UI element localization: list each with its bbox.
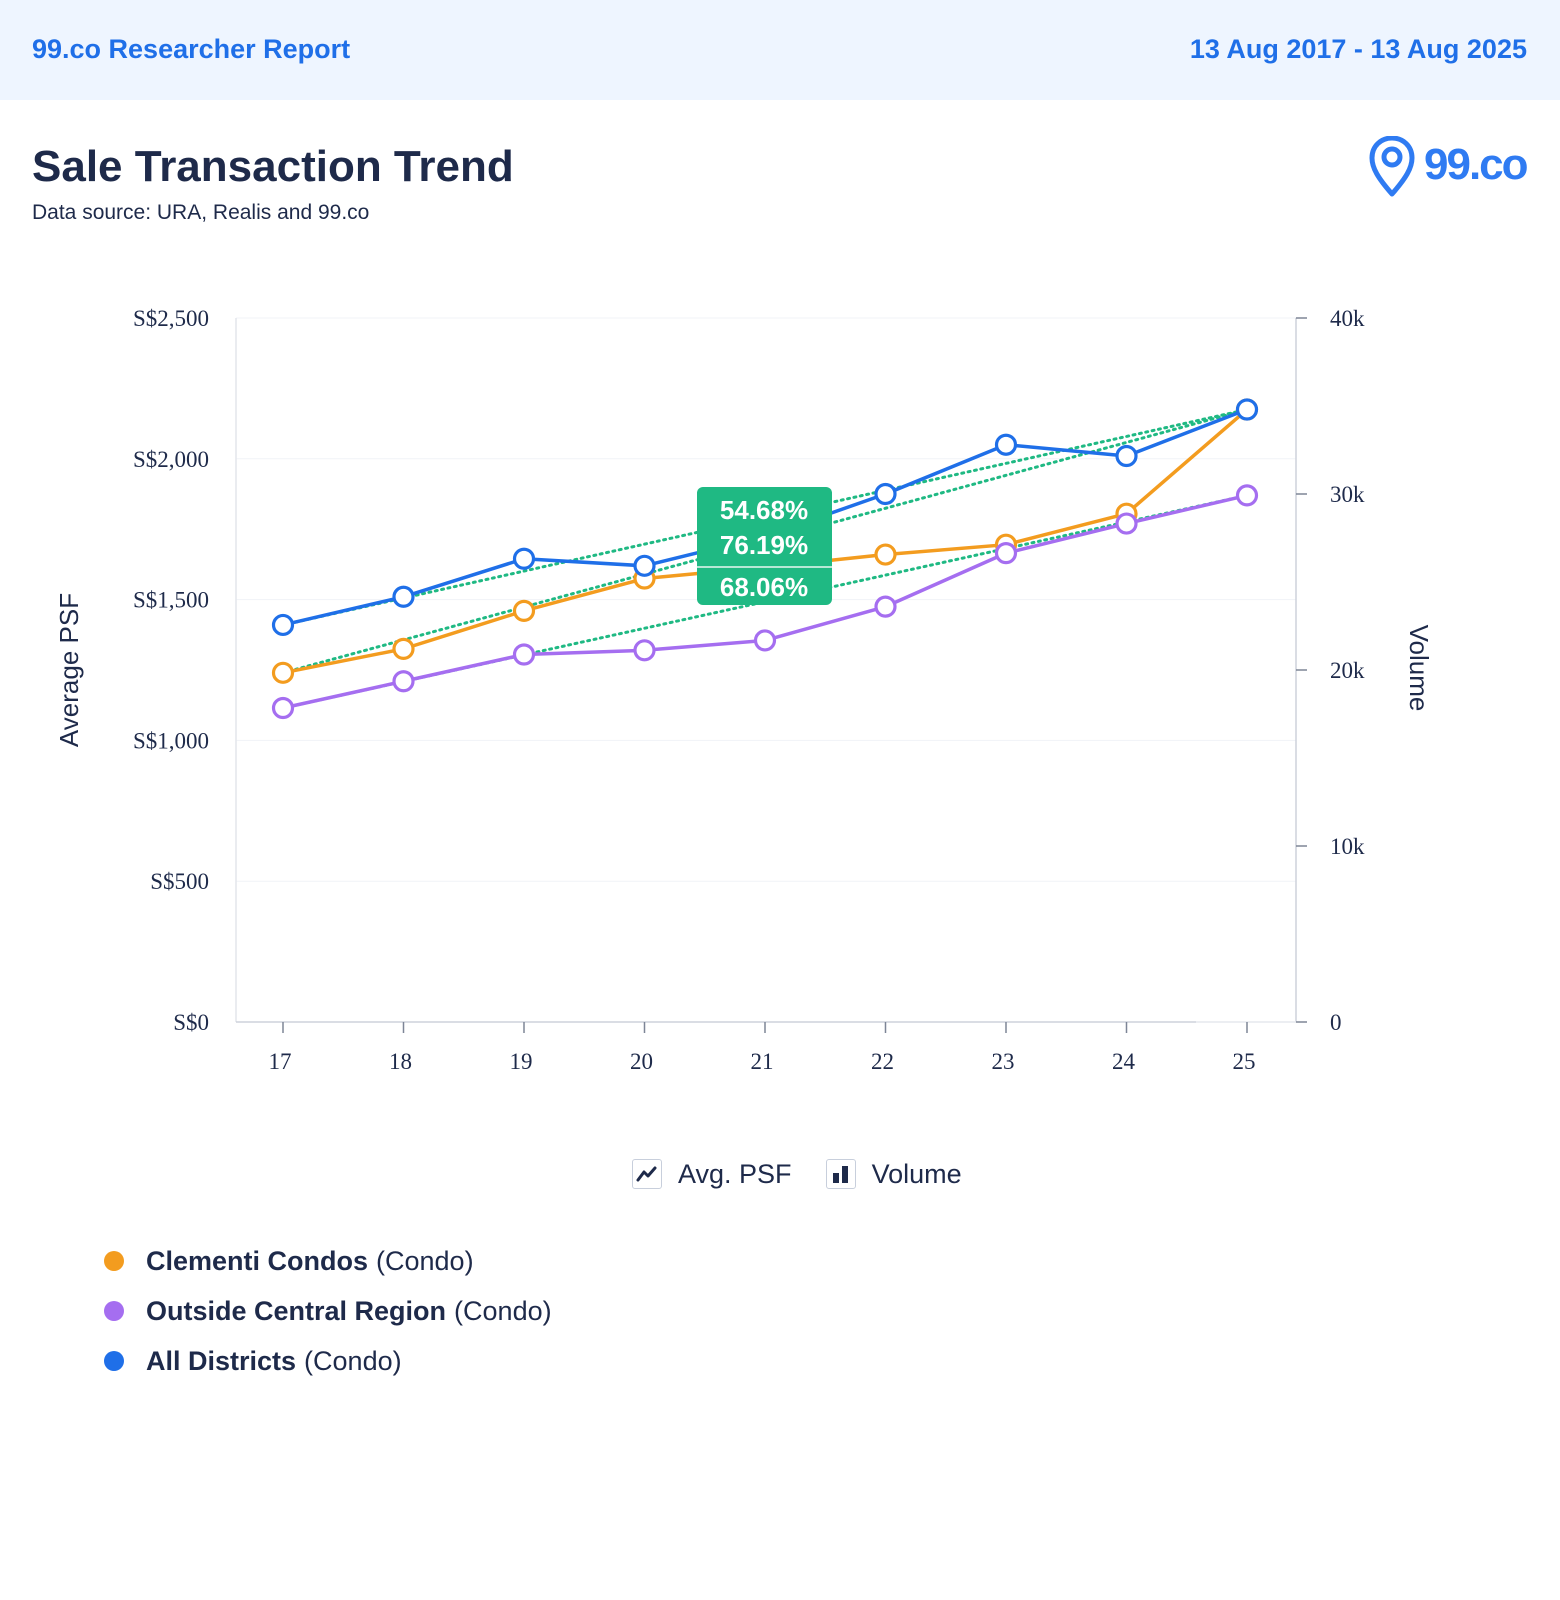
y2-axis-title: Volume xyxy=(1404,625,1434,712)
growth-label: 54.68% xyxy=(720,495,808,525)
data-point xyxy=(633,639,656,662)
x-tick-label: 20 xyxy=(630,1049,653,1074)
bar-chart-icon xyxy=(825,1159,856,1189)
toggle-avg-psf[interactable]: Avg. PSF xyxy=(632,1159,792,1190)
legend-item[interactable]: All Districts (Condo) xyxy=(104,1336,552,1386)
growth-label: 76.19% xyxy=(720,530,808,560)
y-tick-label: S$1,500 xyxy=(133,588,209,613)
data-point xyxy=(271,613,295,637)
data-point xyxy=(271,696,295,720)
growth-label-box xyxy=(697,487,832,605)
data-point xyxy=(271,661,295,684)
toggle-volume-label: Volume xyxy=(871,1158,962,1189)
brand-logo: 99.co xyxy=(1368,135,1529,198)
page-title: Sale Transaction Trend xyxy=(32,142,514,191)
legend-color-dot xyxy=(104,1251,124,1271)
data-point xyxy=(994,433,1018,456)
y-tick-label: S$500 xyxy=(150,869,209,894)
line-chart-icon xyxy=(632,1159,662,1189)
legend-series-type: (Condo) xyxy=(376,1245,474,1276)
x-tick-label: 24 xyxy=(1112,1049,1136,1074)
location-pin-icon xyxy=(1369,135,1415,197)
legend-item[interactable]: Clementi Condos (Condo) xyxy=(104,1236,552,1286)
data-point xyxy=(392,637,415,660)
x-tick-label: 17 xyxy=(269,1049,292,1074)
sale-transaction-chart: S$0 S$500 S$1,000 S$1,500 S$2,000 S$2,500 0 10k… xyxy=(54,306,1434,1074)
legend-series-type: (Condo) xyxy=(454,1295,552,1326)
y-tick-label: S$0 xyxy=(173,1010,209,1035)
y-tick-label: S$2,000 xyxy=(133,447,209,472)
y2-tick-label: 40k xyxy=(1330,306,1365,331)
data-point xyxy=(512,547,536,570)
report-brand: 99.co Researcher Report xyxy=(32,34,351,64)
logo-wordmark: 99.co xyxy=(1424,140,1529,189)
series-legend: Clementi Condos (Condo) Outside Central … xyxy=(104,1236,552,1386)
y2-tick-label: 30k xyxy=(1330,482,1365,507)
data-point xyxy=(1115,512,1138,535)
data-point xyxy=(874,595,897,618)
data-point xyxy=(1235,398,1259,421)
report-header-bar: 99.co Researcher Report 13 Aug 2017 - 13… xyxy=(0,0,1560,100)
x-tick-label: 18 xyxy=(389,1049,412,1074)
legend-color-dot xyxy=(104,1301,124,1321)
data-point xyxy=(874,482,897,506)
y-tick-label: S$2,500 xyxy=(133,306,209,331)
data-point xyxy=(994,542,1018,565)
data-point xyxy=(512,599,536,622)
toggle-volume[interactable]: Volume xyxy=(825,1158,962,1190)
y-tick-label: S$1,000 xyxy=(133,728,209,753)
growth-labels: 54.68% 76.19% 68.06% xyxy=(697,487,832,605)
x-tick-label: 23 xyxy=(992,1049,1015,1074)
legend-series-name: All Districts xyxy=(146,1345,297,1376)
report-date-range: 13 Aug 2017 - 13 Aug 2025 xyxy=(1189,34,1527,64)
legend-series-name: Outside Central Region xyxy=(146,1295,447,1326)
y2-tick-label: 0 xyxy=(1330,1010,1342,1035)
data-point xyxy=(392,670,415,693)
legend-series-type: (Condo) xyxy=(304,1345,402,1376)
data-point xyxy=(633,554,656,577)
legend-item[interactable]: Outside Central Region (Condo) xyxy=(104,1286,552,1336)
legend-series-name: Clementi Condos xyxy=(146,1245,369,1276)
y-axis-title: Average PSF xyxy=(54,593,84,747)
x-tick-label: 19 xyxy=(510,1049,533,1074)
legend-color-dot xyxy=(104,1351,124,1371)
data-point xyxy=(1115,444,1138,468)
y2-tick-label: 20k xyxy=(1330,658,1365,683)
x-tick-label: 25 xyxy=(1233,1049,1256,1074)
data-point xyxy=(874,543,897,566)
toggle-avg-psf-label: Avg. PSF xyxy=(678,1158,792,1189)
chart-toggle-group: Avg. PSF Volume xyxy=(632,1156,996,1192)
data-point xyxy=(512,643,536,666)
data-source-note: Data source: URA, Realis and 99.co xyxy=(32,201,370,224)
data-point xyxy=(1235,484,1259,507)
growth-label: 68.06% xyxy=(720,572,808,602)
data-point xyxy=(753,629,777,652)
y2-tick-label: 10k xyxy=(1330,834,1365,859)
data-point xyxy=(392,585,415,608)
x-tick-label: 22 xyxy=(871,1049,894,1074)
x-tick-label: 21 xyxy=(751,1049,774,1074)
